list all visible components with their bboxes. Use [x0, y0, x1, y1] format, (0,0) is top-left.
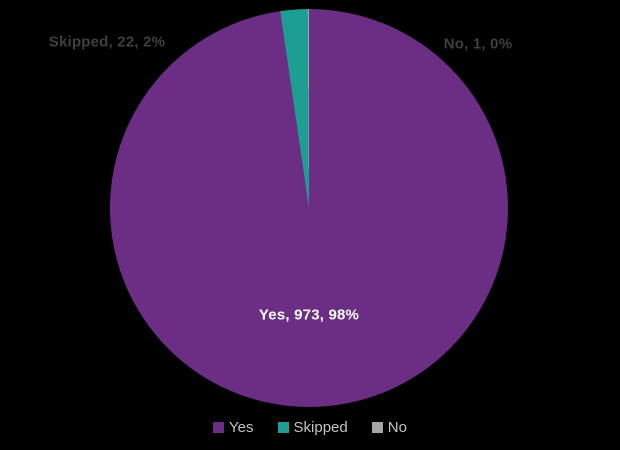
- legend-label-no: No: [387, 419, 407, 436]
- legend-item-no: No: [371, 419, 407, 436]
- data-label-skipped: Skipped, 22, 2%: [48, 33, 166, 51]
- legend-label-yes: Yes: [229, 419, 254, 436]
- data-label-no: No, 1, 0%: [443, 35, 513, 53]
- legend-swatch-skipped: [277, 422, 289, 433]
- legend-item-yes: Yes: [213, 419, 254, 436]
- data-label-yes: Yes, 973, 98%: [258, 306, 360, 324]
- legend-swatch-yes: [213, 422, 225, 433]
- chart-legend: Yes Skipped No: [0, 419, 620, 436]
- legend-swatch-no: [371, 422, 383, 433]
- legend-label-skipped: Skipped: [293, 419, 348, 436]
- pie-chart: [110, 9, 508, 407]
- legend-item-skipped: Skipped: [277, 419, 348, 436]
